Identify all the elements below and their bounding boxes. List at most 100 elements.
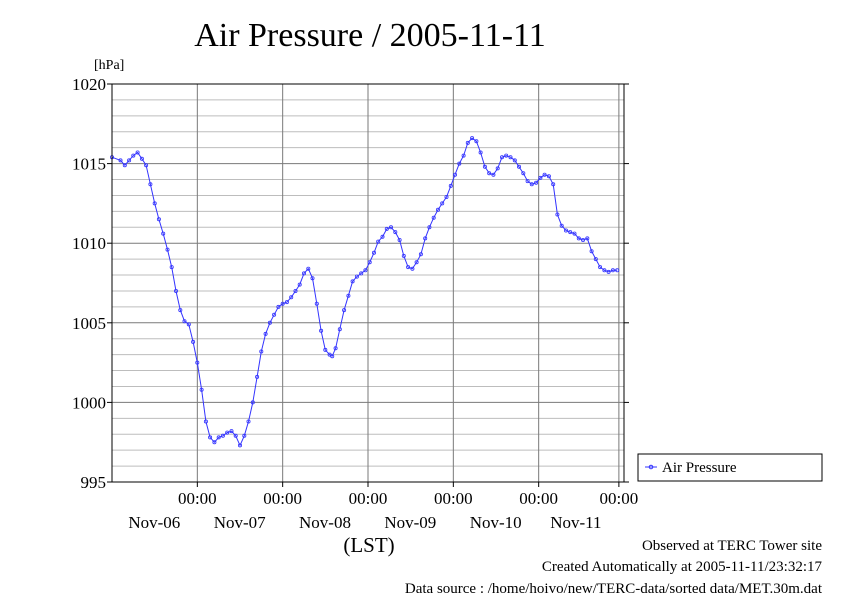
y-tick-label: 1015 [72, 155, 106, 174]
data-point [169, 265, 174, 270]
data-point [401, 253, 406, 258]
data-point [127, 158, 132, 163]
x-axis-label: (LST) [343, 533, 394, 557]
data-point [508, 155, 513, 160]
data-point [186, 322, 191, 327]
data-point [504, 153, 509, 158]
y-tick-label: 1020 [72, 75, 106, 94]
data-point [276, 304, 281, 309]
series-line [111, 137, 618, 447]
data-point [191, 339, 196, 344]
data-point [156, 217, 161, 222]
data-point [199, 387, 204, 392]
legend-label: Air Pressure [662, 460, 737, 476]
x-tick-date-label: Nov-09 [384, 513, 436, 532]
data-point [551, 182, 556, 187]
data-point [350, 279, 355, 284]
data-point [229, 429, 234, 434]
data-point [444, 194, 449, 199]
data-point [474, 139, 479, 144]
data-point [585, 236, 590, 241]
x-tick-time-label: 00:00 [434, 489, 473, 508]
data-point [250, 400, 255, 405]
x-tick-time-label: 00:00 [600, 489, 639, 508]
data-point [606, 269, 611, 274]
data-point [470, 136, 475, 141]
data-point [559, 223, 564, 228]
data-point [233, 433, 238, 438]
data-point [118, 158, 123, 163]
data-point [525, 179, 530, 184]
y-tick-label: 1000 [72, 393, 106, 412]
data-point [423, 236, 428, 241]
y-unit-label: [hPa] [94, 58, 124, 73]
data-point [297, 282, 302, 287]
data-point [568, 230, 573, 235]
x-tick-time-label: 00:00 [178, 489, 217, 508]
data-point [615, 268, 620, 273]
data-point [225, 430, 230, 435]
data-point [465, 140, 470, 145]
data-point [310, 276, 315, 281]
data-point [263, 331, 268, 336]
data-point [301, 271, 306, 276]
data-point [598, 265, 603, 270]
data-point [289, 295, 294, 300]
data-point [517, 164, 522, 169]
chart-title: Air Pressure / 2005-11-11 [194, 17, 546, 54]
data-point [512, 158, 517, 163]
data-point [495, 166, 500, 171]
x-tick-date-label: Nov-06 [128, 513, 180, 532]
data-point [393, 230, 398, 235]
data-point [323, 347, 328, 352]
data-point [272, 312, 277, 317]
plot-frame [111, 83, 625, 483]
data-point [367, 260, 372, 265]
data-point [319, 328, 324, 333]
data-point [314, 301, 319, 306]
data-point [139, 156, 144, 161]
y-tick-label: 1010 [72, 234, 106, 253]
data-point [572, 231, 577, 236]
data-point [212, 440, 217, 445]
x-tick-time-label: 00:00 [263, 489, 302, 508]
data-point [144, 163, 149, 168]
data-point [242, 433, 247, 438]
x-tick-date-label: Nov-07 [214, 513, 266, 532]
data-point [499, 155, 504, 160]
data-point [397, 237, 402, 242]
axes: 995 1000 1005 1010 1015 1020 00:00 Nov-06 00:00 N… [72, 75, 638, 532]
data-point [246, 419, 251, 424]
x-tick-date-label: Nov-11 [550, 513, 601, 532]
data-point [293, 288, 298, 293]
data-point [371, 250, 376, 255]
data-point [555, 212, 560, 217]
data-point [521, 171, 526, 176]
data-point [178, 308, 183, 313]
data-point [161, 231, 166, 236]
data-point [208, 435, 213, 440]
data-point [564, 228, 569, 233]
x-tick-time-label: 00:00 [519, 489, 558, 508]
data-point [384, 226, 389, 231]
footer-site: Observed at TERC Tower site [642, 538, 822, 554]
data-point [216, 435, 221, 440]
data-point [354, 274, 359, 279]
data-point [406, 265, 411, 270]
data-point [491, 172, 496, 177]
data-point [602, 268, 607, 273]
y-tick-label: 995 [81, 473, 107, 492]
data-point [342, 308, 347, 313]
data-point [333, 346, 338, 351]
data-point [448, 183, 453, 188]
data-point [461, 153, 466, 158]
data-point [203, 419, 208, 424]
data-point [220, 433, 225, 438]
data-point [359, 271, 364, 276]
data-point [414, 260, 419, 265]
data-point [529, 182, 534, 187]
data-point [534, 180, 539, 185]
data-point [284, 300, 289, 305]
data-point [182, 319, 187, 324]
data-point [173, 288, 178, 293]
